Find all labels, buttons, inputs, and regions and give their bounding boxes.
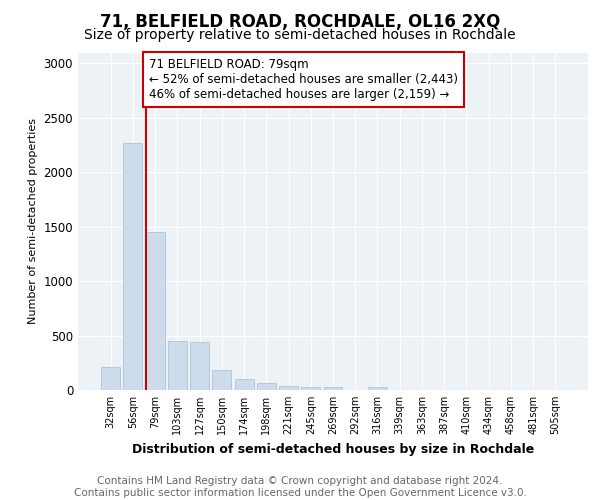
Bar [257,384,276,390]
Bar [146,232,164,390]
X-axis label: Distribution of semi-detached houses by size in Rochdale: Distribution of semi-detached houses by … [132,442,534,456]
Text: Contains HM Land Registry data © Crown copyright and database right 2024.
Contai: Contains HM Land Registry data © Crown c… [74,476,526,498]
Bar [168,341,187,390]
Bar [279,386,298,390]
Text: 71, BELFIELD ROAD, ROCHDALE, OL16 2XQ: 71, BELFIELD ROAD, ROCHDALE, OL16 2XQ [100,12,500,30]
Bar [212,370,231,390]
Bar [101,366,120,390]
Text: Size of property relative to semi-detached houses in Rochdale: Size of property relative to semi-detach… [84,28,516,42]
Bar [301,386,320,390]
Bar [368,386,387,390]
Bar [235,378,254,390]
Text: 71 BELFIELD ROAD: 79sqm
← 52% of semi-detached houses are smaller (2,443)
46% of: 71 BELFIELD ROAD: 79sqm ← 52% of semi-de… [149,58,458,101]
Y-axis label: Number of semi-detached properties: Number of semi-detached properties [28,118,38,324]
Bar [124,143,142,390]
Bar [323,387,343,390]
Bar [190,342,209,390]
